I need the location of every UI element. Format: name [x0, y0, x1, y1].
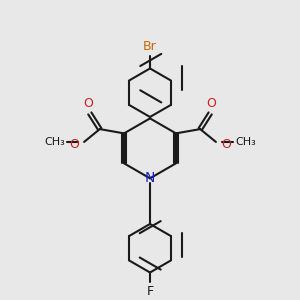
Text: O: O	[83, 97, 93, 110]
Text: CH₃: CH₃	[44, 137, 65, 147]
Text: CH₃: CH₃	[235, 137, 256, 147]
Text: F: F	[146, 285, 154, 298]
Text: Br: Br	[143, 40, 157, 53]
Text: O: O	[207, 97, 217, 110]
Text: O: O	[221, 138, 231, 151]
Text: O: O	[69, 138, 79, 151]
Text: N: N	[145, 171, 155, 185]
